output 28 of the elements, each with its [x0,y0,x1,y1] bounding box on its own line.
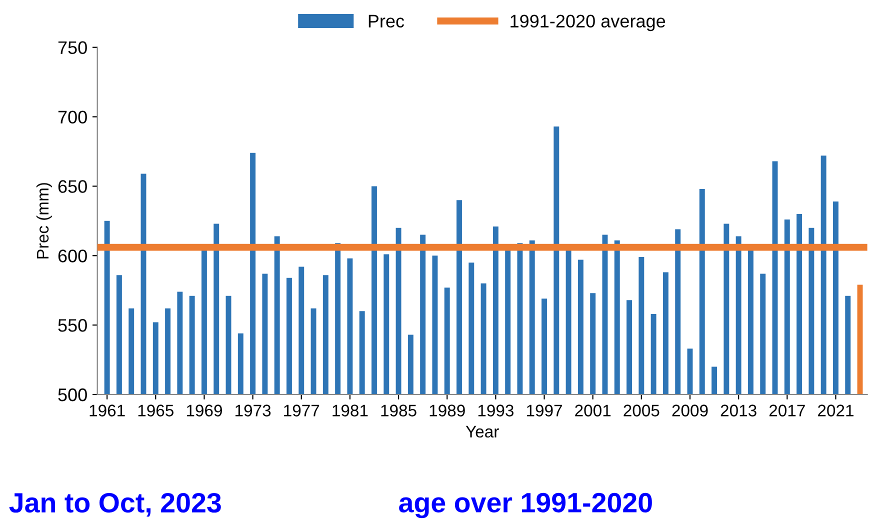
legend-label: 1991-2020 average [510,14,666,32]
x-tick-label: 1965 [138,404,174,416]
legend-label: Prec [368,14,404,28]
x-tick-label: 2021 [818,404,854,416]
x-tick-label: 2017 [769,404,805,416]
y-tick-label: 650 [58,180,87,193]
y-tick-label: 500 [58,388,87,402]
x-axis-title: Year [466,426,499,438]
x-tick-label: 1989 [430,404,465,416]
x-tick-label: 1993 [478,404,514,416]
x-tick-label: 1981 [332,404,368,416]
y-axis-title: Prec (mm) [36,183,52,258]
text: age over 1991-2020 [399,492,652,518]
y-tick-label: 550 [58,319,87,332]
x-tick-label: 2001 [575,404,611,416]
text: Jan to Oct, 2023 [9,492,221,517]
x-tick-label: 2009 [672,404,708,416]
x-tick-label: 1997 [526,404,562,416]
x-tick-label: 1961 [90,404,125,416]
y-tick-label: 750 [58,41,87,54]
x-tick-label: 2005 [624,404,660,416]
y-tick-label: 700 [58,110,87,124]
x-tick-label: 1969 [186,404,222,416]
x-tick-label: 1977 [284,404,320,416]
x-tick-label: 2013 [720,404,756,416]
y-tick-label: 600 [58,250,87,262]
x-tick-label: 1973 [236,404,271,416]
x-tick-label: 1985 [381,404,416,416]
